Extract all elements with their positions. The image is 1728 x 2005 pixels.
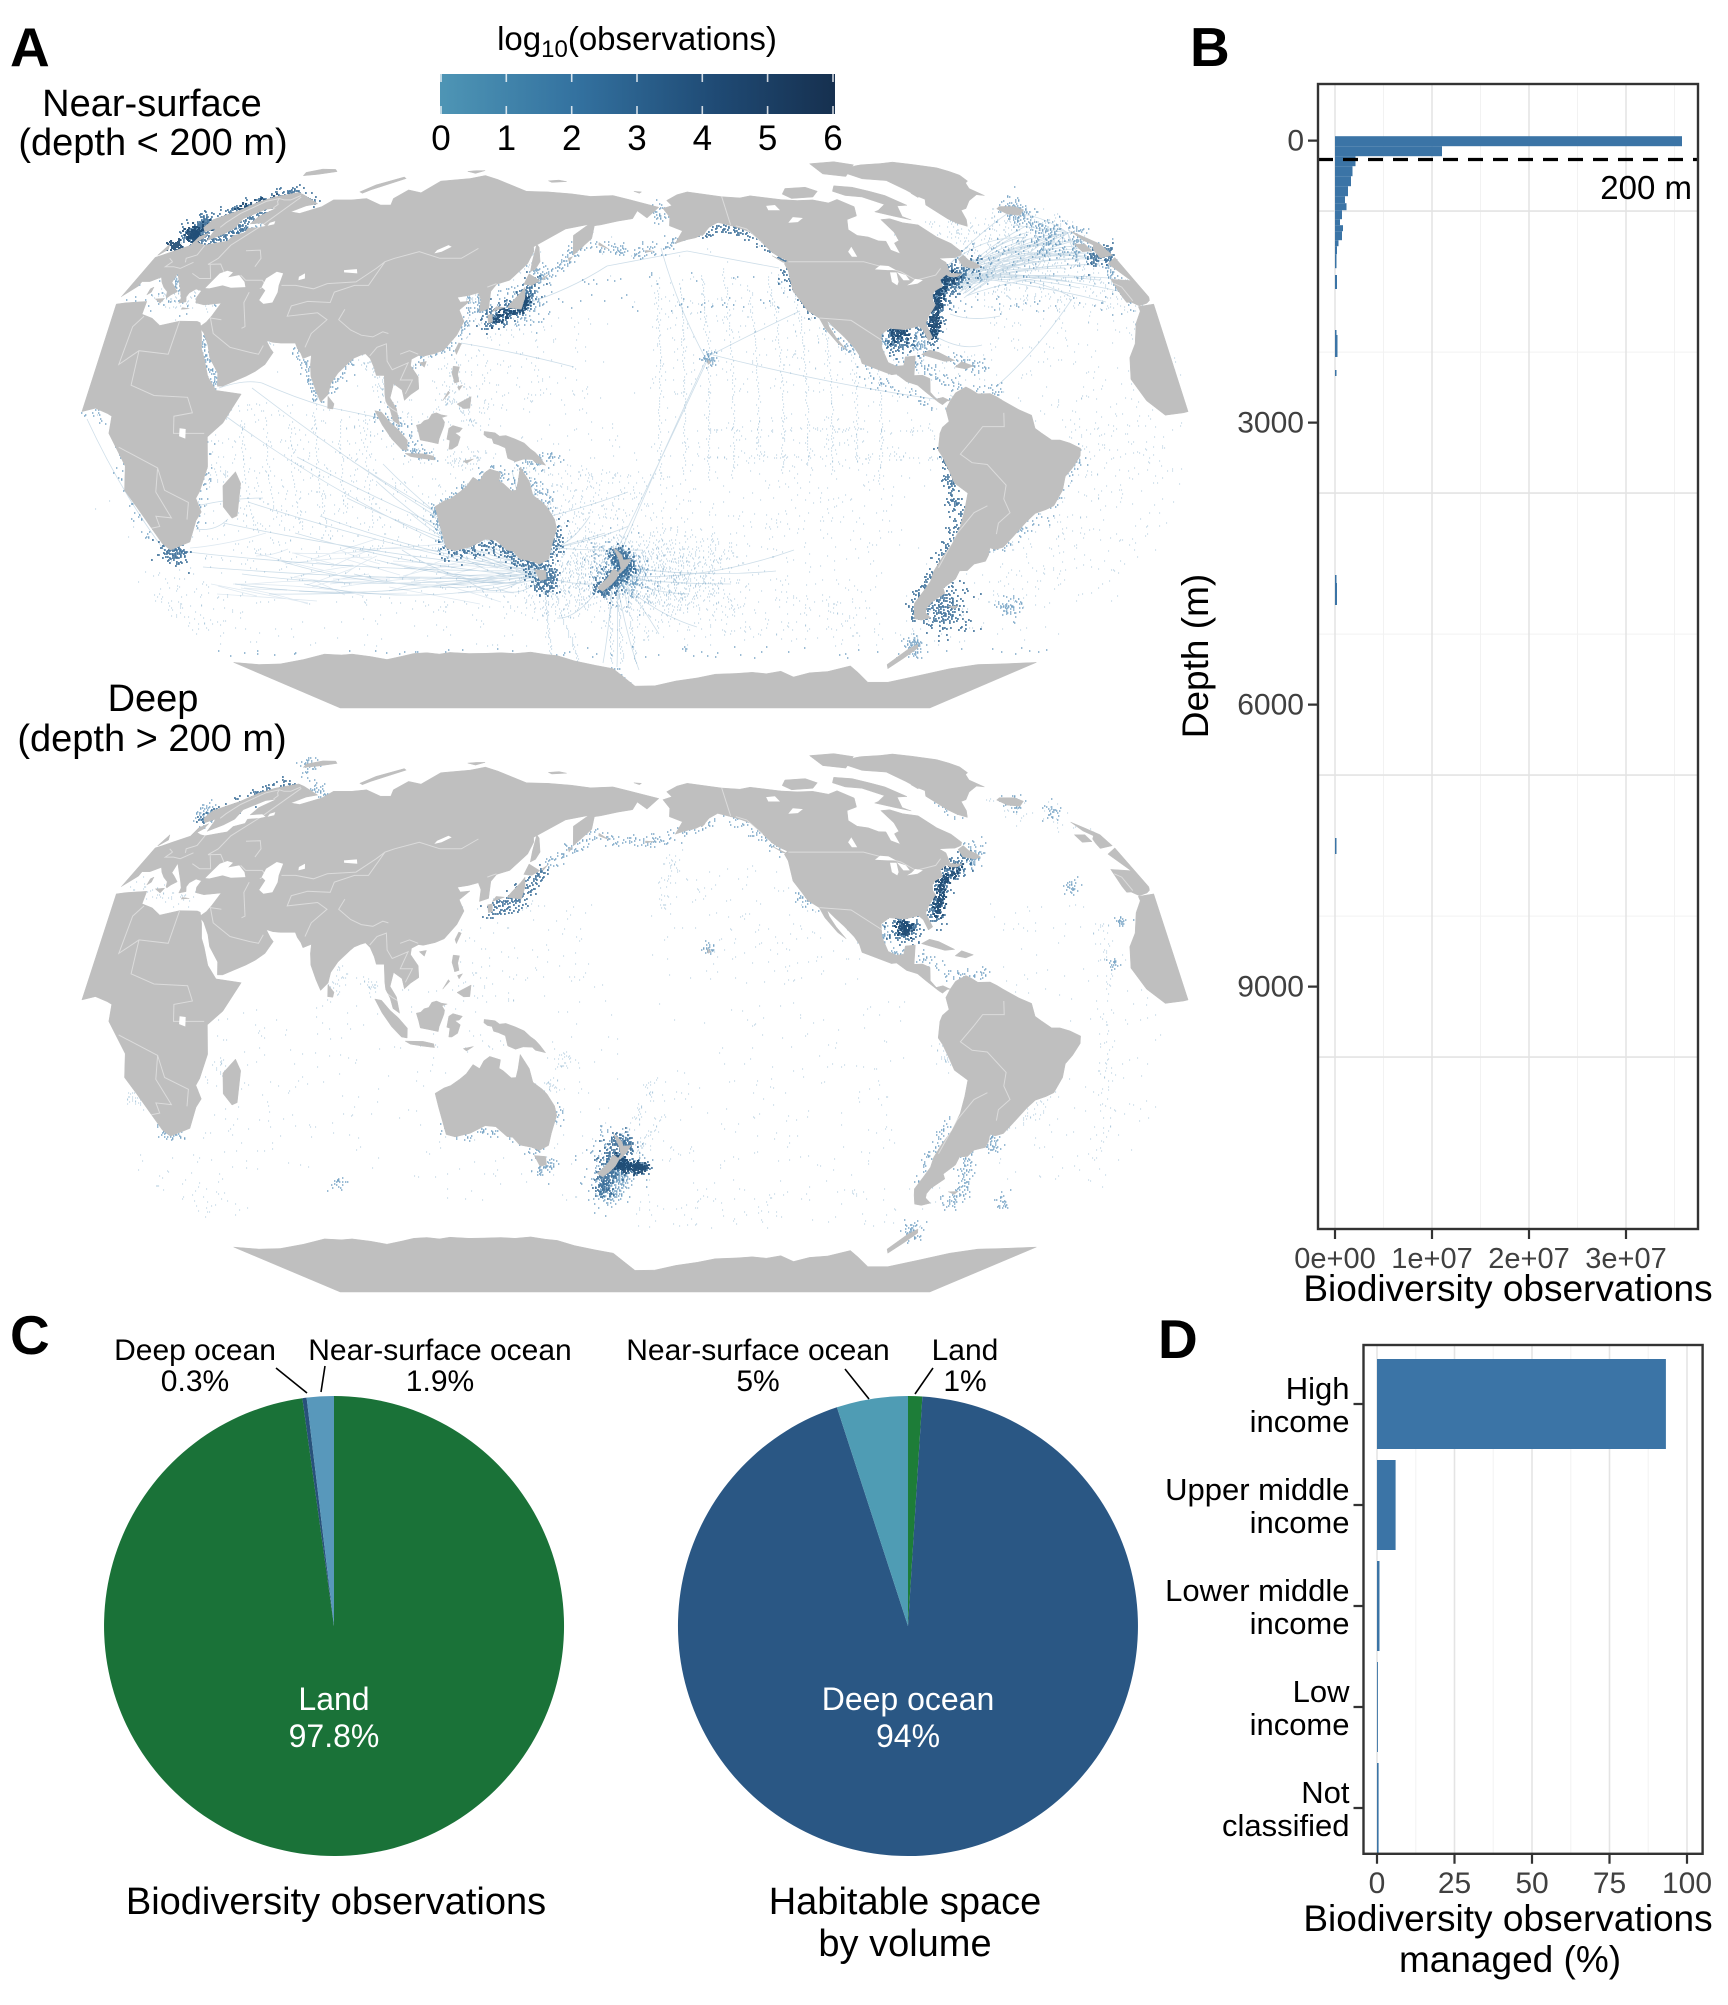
svg-text:100: 100 <box>1662 1867 1712 1900</box>
svg-text:1%: 1% <box>943 1365 986 1398</box>
svg-text:Land: Land <box>298 1681 369 1717</box>
svg-text:5: 5 <box>758 119 777 158</box>
svg-text:High: High <box>1286 1371 1350 1406</box>
svg-text:0: 0 <box>1369 1867 1386 1900</box>
svg-text:(depth < 200 m): (depth < 200 m) <box>18 122 287 164</box>
svg-text:income: income <box>1250 1404 1350 1439</box>
svg-text:Biodiversity observations: Biodiversity observations <box>126 1881 546 1923</box>
svg-text:Deep ocean: Deep ocean <box>114 1334 276 1367</box>
svg-text:Near-surface ocean: Near-surface ocean <box>626 1334 889 1367</box>
svg-text:managed (%): managed (%) <box>1399 1939 1621 1980</box>
svg-text:B: B <box>1190 16 1230 78</box>
svg-text:0: 0 <box>431 119 450 158</box>
svg-text:D: D <box>1158 1308 1198 1370</box>
svg-text:classified: classified <box>1222 1808 1350 1843</box>
svg-text:income: income <box>1250 1606 1350 1641</box>
svg-text:income: income <box>1250 1505 1350 1540</box>
svg-text:Low: Low <box>1293 1674 1350 1709</box>
svg-text:3: 3 <box>627 119 646 158</box>
svg-text:0: 0 <box>1287 125 1304 158</box>
svg-text:2: 2 <box>562 119 581 158</box>
svg-text:1: 1 <box>497 119 516 158</box>
svg-text:94%: 94% <box>876 1718 940 1754</box>
svg-text:Deep: Deep <box>108 678 199 720</box>
svg-text:3e+07: 3e+07 <box>1585 1243 1666 1275</box>
svg-text:Biodiversity observations: Biodiversity observations <box>1303 1898 1712 1939</box>
svg-text:75: 75 <box>1593 1867 1626 1900</box>
svg-text:3000: 3000 <box>1237 407 1304 440</box>
svg-text:1.9%: 1.9% <box>406 1365 474 1398</box>
svg-text:Deep ocean: Deep ocean <box>822 1681 995 1717</box>
svg-text:2e+07: 2e+07 <box>1488 1243 1569 1275</box>
svg-text:Biodiversity observations: Biodiversity observations <box>1303 1268 1712 1309</box>
svg-text:1e+07: 1e+07 <box>1391 1243 1472 1275</box>
svg-text:by volume: by volume <box>818 1923 991 1965</box>
svg-text:log10(observations): log10(observations) <box>497 20 777 63</box>
svg-text:97.8%: 97.8% <box>289 1718 380 1754</box>
svg-text:6: 6 <box>823 119 842 158</box>
svg-text:Depth (m): Depth (m) <box>1175 574 1216 738</box>
svg-text:50: 50 <box>1515 1867 1548 1900</box>
svg-text:(depth > 200 m): (depth > 200 m) <box>17 718 286 760</box>
svg-text:Not: Not <box>1301 1775 1350 1810</box>
svg-text:A: A <box>10 16 50 78</box>
svg-text:Land: Land <box>932 1334 999 1367</box>
svg-text:Habitable space: Habitable space <box>769 1881 1042 1923</box>
svg-text:0e+00: 0e+00 <box>1294 1243 1375 1275</box>
svg-text:25: 25 <box>1438 1867 1471 1900</box>
svg-text:C: C <box>10 1304 50 1366</box>
svg-text:Upper middle: Upper middle <box>1165 1472 1349 1507</box>
svg-text:200 m: 200 m <box>1600 169 1692 206</box>
svg-text:0.3%: 0.3% <box>161 1365 229 1398</box>
svg-text:4: 4 <box>693 119 712 158</box>
svg-text:6000: 6000 <box>1237 689 1304 722</box>
svg-text:Near-surface: Near-surface <box>42 83 262 125</box>
svg-text:Lower middle: Lower middle <box>1165 1573 1349 1608</box>
svg-text:income: income <box>1250 1707 1350 1742</box>
svg-text:9000: 9000 <box>1237 971 1304 1004</box>
svg-text:5%: 5% <box>736 1365 779 1398</box>
svg-text:Near-surface ocean: Near-surface ocean <box>308 1334 571 1367</box>
